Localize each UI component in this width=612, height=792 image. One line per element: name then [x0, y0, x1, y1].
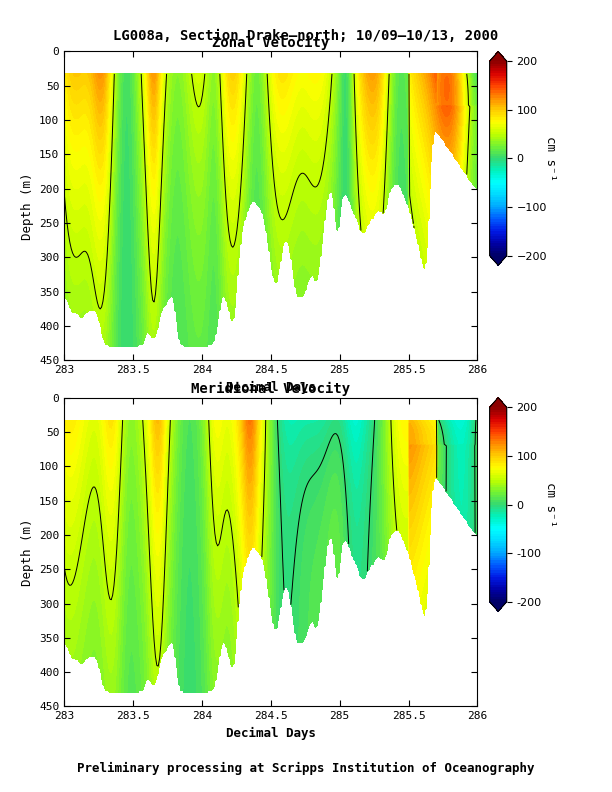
Y-axis label: Depth (m): Depth (m) — [21, 172, 34, 240]
X-axis label: Decimal Days: Decimal Days — [226, 381, 316, 394]
Y-axis label: Depth (m): Depth (m) — [21, 518, 34, 586]
PathPatch shape — [490, 398, 507, 407]
PathPatch shape — [490, 256, 507, 265]
Text: LG008a, Section Drake–north; 10/09–10/13, 2000: LG008a, Section Drake–north; 10/09–10/13… — [113, 29, 499, 44]
Text: cm s⁻¹: cm s⁻¹ — [545, 482, 558, 527]
Text: cm s⁻¹: cm s⁻¹ — [545, 136, 558, 181]
Title: Meridional Velocity: Meridional Velocity — [191, 383, 351, 397]
Title: Zonal Velocity: Zonal Velocity — [212, 36, 329, 51]
PathPatch shape — [490, 51, 507, 61]
X-axis label: Decimal Days: Decimal Days — [226, 727, 316, 740]
Text: Preliminary processing at Scripps Institution of Oceanography: Preliminary processing at Scripps Instit… — [77, 761, 535, 775]
PathPatch shape — [490, 602, 507, 611]
